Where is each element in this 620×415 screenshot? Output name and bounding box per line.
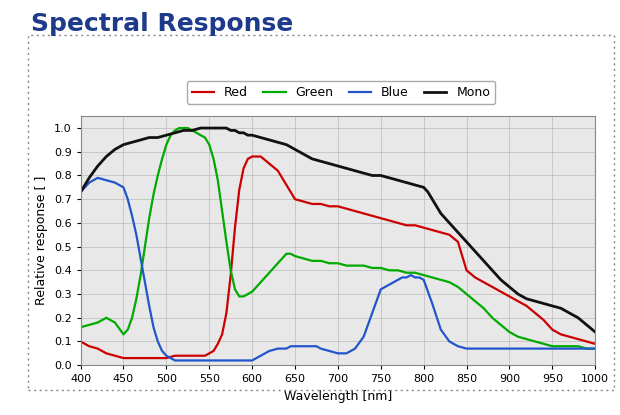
Blue: [463, 346, 470, 351]
Green: [309, 259, 316, 264]
Red: [120, 356, 127, 361]
Green: [162, 142, 170, 147]
Green: [210, 156, 217, 161]
Blue: [412, 275, 419, 280]
Mono: [77, 190, 84, 195]
Green: [77, 325, 84, 330]
Mono: [154, 135, 161, 140]
Red: [591, 342, 599, 347]
Text: Spectral Response: Spectral Response: [31, 12, 293, 37]
Y-axis label: Relative response [ ]: Relative response [ ]: [35, 176, 48, 305]
Mono: [368, 173, 376, 178]
Green: [236, 294, 243, 299]
Red: [446, 232, 453, 237]
Mono: [506, 284, 513, 289]
Line: Blue: Blue: [81, 178, 595, 361]
Blue: [420, 277, 427, 282]
Red: [540, 317, 547, 322]
Red: [249, 154, 256, 159]
Green: [583, 346, 590, 351]
Mono: [197, 126, 205, 131]
Blue: [77, 190, 84, 195]
Green: [175, 126, 183, 131]
Red: [557, 332, 565, 337]
Line: Mono: Mono: [81, 128, 595, 332]
Mono: [515, 292, 522, 297]
Mono: [236, 130, 243, 135]
Line: Red: Red: [81, 156, 595, 358]
Legend: Red, Green, Blue, Mono: Red, Green, Blue, Mono: [187, 81, 495, 104]
Blue: [407, 273, 415, 278]
Red: [489, 284, 496, 289]
Red: [420, 225, 427, 230]
Red: [77, 339, 84, 344]
Blue: [171, 358, 179, 363]
Mono: [214, 126, 221, 131]
X-axis label: Wavelength [nm]: Wavelength [nm]: [284, 390, 392, 403]
Red: [549, 327, 556, 332]
Green: [591, 346, 599, 351]
Blue: [128, 213, 136, 218]
Mono: [591, 330, 599, 334]
Blue: [591, 346, 599, 351]
Blue: [94, 176, 102, 181]
Green: [214, 178, 221, 183]
Blue: [399, 275, 406, 280]
Green: [244, 292, 252, 297]
Line: Green: Green: [81, 128, 595, 349]
